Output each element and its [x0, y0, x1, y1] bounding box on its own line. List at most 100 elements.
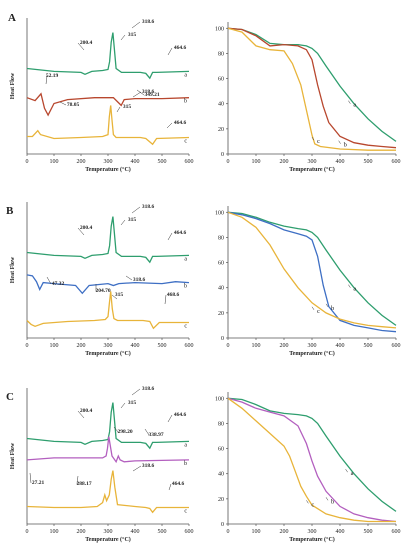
dsc-x-tick-label-A-5: 500 — [158, 159, 167, 165]
dsc-annotation-A-2: 200.4 — [80, 40, 93, 46]
tga-x-axis-label-B: Temperature (°C) — [289, 350, 335, 357]
dsc-x-axis-label-B: Temperature (°C) — [85, 350, 131, 357]
tga-curve-letter-C-c: c — [311, 501, 314, 508]
tga-y-tick-label-B-5: 100 — [215, 210, 224, 216]
tga-curve-letter-B-a: a — [353, 286, 356, 293]
dsc-annotation-arrow-A-6 — [132, 91, 142, 98]
tga-x-tick-label-A-1: 100 — [252, 159, 261, 165]
tga-x-tick-label-B-3: 300 — [308, 343, 317, 349]
dsc-annotation-arrow-A-5 — [59, 101, 67, 106]
tga-x-tick-label-A-6: 600 — [392, 159, 401, 165]
panel-label-A: A — [8, 12, 16, 24]
dsc-x-axis-label-C: Temperature (°C) — [85, 536, 131, 543]
dsc-curve-letter-A-c: c — [184, 138, 187, 144]
tga-y-tick-label-C-0: 0 — [221, 522, 224, 528]
tga-curve-pointer-A-c — [311, 137, 315, 141]
dsc-annotation-arrow-C-5 — [144, 428, 150, 436]
tga-curve-pointer-C-b — [325, 497, 329, 501]
dsc-series-B-c — [26, 291, 189, 330]
dsc-annotation-arrow-A-1 — [120, 34, 126, 41]
dsc-annotation-arrow-A-4 — [45, 75, 48, 85]
dsc-annotation-B-6: 318.6 — [133, 277, 146, 283]
dsc-x-axis-label-A: Temperature (°C) — [85, 166, 131, 173]
dsc-x-tick-label-C-4: 400 — [131, 529, 140, 535]
tga-x-axis-label-A: Temperature (°C) — [289, 166, 335, 173]
tga-x-tick-label-B-1: 100 — [252, 343, 261, 349]
dsc-curve-letter-C-c: c — [184, 508, 187, 514]
dsc-x-tick-label-C-5: 500 — [158, 529, 167, 535]
dsc-annotation-B-3: 464.6 — [174, 230, 187, 236]
dsc-annotation-arrow-B-2 — [77, 227, 85, 236]
tga-x-tick-label-C-5: 500 — [364, 529, 373, 535]
dsc-annotation-C-4: 298.20 — [117, 429, 132, 435]
tga-curve-letter-C-a: a — [351, 470, 354, 477]
tga-curve-pointer-B-a — [348, 284, 351, 288]
dsc-x-tick-label-B-4: 400 — [131, 343, 140, 349]
tga-curve-pointer-B-c — [311, 306, 315, 310]
tga-series-C-c — [227, 397, 396, 523]
tga-y-tick-label-A-4: 80 — [218, 51, 224, 57]
dsc-annotation-A-6: 318.6 — [142, 89, 155, 95]
tga-y-tick-label-B-3: 60 — [218, 261, 224, 267]
dsc-annotation-arrow-C-1 — [120, 402, 126, 409]
dsc-annotation-C-9: 464.6 — [172, 481, 185, 487]
tga-y-tick-label-C-1: 20 — [218, 497, 224, 503]
tga-y-tick-label-B-2: 40 — [218, 286, 224, 292]
dsc-x-tick-label-C-0: 0 — [26, 529, 29, 535]
dsc-curve-letter-B-c: c — [184, 323, 187, 329]
tga-curve-pointer-C-c — [306, 500, 309, 504]
tga-y-tick-label-A-2: 40 — [218, 102, 224, 108]
dsc-annotation-arrow-C-2 — [77, 410, 85, 419]
dsc-x-tick-label-B-1: 100 — [50, 343, 59, 349]
dsc-y-axis-label-B: Heat Flow — [10, 256, 16, 283]
dsc-series-C-b — [26, 436, 190, 464]
dsc-annotation-arrow-B-6 — [125, 275, 133, 281]
tga-series-A-b — [227, 27, 397, 149]
dsc-annotation-arrow-C-7 — [132, 465, 142, 472]
tga-x-tick-label-A-2: 200 — [280, 159, 289, 165]
dsc-annotation-arrow-C-6 — [29, 472, 32, 484]
tga-x-tick-label-A-5: 500 — [364, 159, 373, 165]
dsc-annotation-arrow-C-4 — [113, 426, 119, 433]
tga-x-tick-label-B-0: 0 — [227, 343, 230, 349]
dsc-annotation-B-2: 200.4 — [80, 225, 93, 231]
dsc-series-C-c — [26, 470, 189, 514]
dsc-x-tick-label-B-3: 300 — [104, 343, 113, 349]
dsc-annotation-B-1: 315 — [128, 217, 137, 223]
dsc-annotation-B-0: 318.6 — [142, 204, 155, 210]
dsc-annotation-arrow-A-2 — [77, 42, 85, 51]
dsc-x-tick-label-C-3: 300 — [104, 529, 113, 535]
tga-x-tick-label-A-0: 0 — [227, 159, 230, 165]
tga-curve-letter-B-b: b — [331, 305, 334, 312]
dsc-curve-letter-B-a: a — [184, 256, 187, 262]
tga-x-tick-label-C-4: 400 — [336, 529, 345, 535]
tga-curve-pointer-C-a — [345, 469, 348, 473]
dsc-curve-letter-B-b: b — [184, 284, 187, 290]
tga-x-tick-label-C-0: 0 — [227, 529, 230, 535]
dsc-annotation-A-4: 52.19 — [46, 73, 59, 79]
tga-y-tick-label-B-1: 20 — [218, 311, 224, 317]
tga-series-C-a — [227, 397, 397, 512]
dsc-x-tick-label-B-2: 200 — [77, 343, 86, 349]
dsc-x-tick-label-C-2: 200 — [77, 529, 86, 535]
dsc-annotation-arrow-A-7 — [116, 106, 121, 113]
dsc-annotation-A-3: 464.6 — [174, 45, 187, 51]
tga-curve-letter-A-a: a — [353, 102, 356, 109]
dsc-annotation-arrow-C-9 — [168, 483, 172, 491]
tga-x-tick-label-B-5: 500 — [364, 343, 373, 349]
dsc-annotation-A-1: 315 — [128, 32, 137, 38]
dsc-y-axis-label-C: Heat Flow — [10, 442, 16, 469]
dsc-series-A-b — [26, 92, 190, 117]
dsc-annotation-C-2: 200.4 — [80, 408, 93, 414]
dsc-annotation-A-7: 315 — [123, 104, 132, 110]
tga-curve-pointer-B-b — [325, 303, 329, 308]
dsc-x-tick-label-A-4: 400 — [131, 159, 140, 165]
dsc-annotation-arrow-B-1 — [120, 219, 126, 226]
dsc-annotation-arrow-A-3 — [167, 47, 173, 56]
tga-x-tick-label-A-4: 400 — [336, 159, 345, 165]
tga-y-tick-label-C-4: 80 — [218, 421, 224, 427]
dsc-x-tick-label-A-0: 0 — [26, 159, 29, 165]
tga-y-tick-label-C-2: 40 — [218, 472, 224, 478]
dsc-annotation-arrow-A-8 — [136, 89, 145, 96]
dsc-annotation-arrow-C-8 — [76, 475, 79, 485]
